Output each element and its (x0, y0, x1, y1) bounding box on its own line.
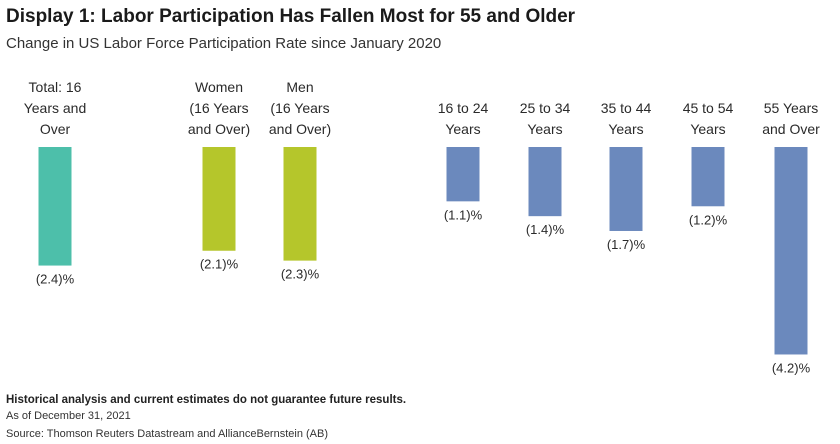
bar-chart: (2.4)% Total: 16 Years and Over (2.1)% Women (… (24, 79, 820, 375)
value-label-2: (2.1)% (200, 257, 239, 272)
category-label-5-line-2: Years (527, 121, 562, 137)
category-label-2-line-1: Women (195, 79, 243, 95)
category-label-4-line-2: Years (445, 121, 480, 137)
chart-subtitle: Change in US Labor Force Participation R… (6, 35, 442, 52)
category-label-6-line-2: Years (608, 121, 643, 137)
bar-8 (774, 147, 808, 355)
disclaimer-text: Historical analysis and current estimate… (6, 394, 407, 406)
category-label-2-line-3: and Over) (188, 121, 250, 137)
value-label-1: (2.4)% (36, 272, 75, 287)
bar-7 (691, 147, 725, 207)
category-label-1-line-2: Years and (24, 100, 87, 116)
category-label-3-line-2: (16 Years (270, 100, 329, 116)
bar-3 (283, 147, 317, 261)
as-of-date: As of December 31, 2021 (6, 410, 131, 422)
source-note: Source: Thomson Reuters Datastream and A… (6, 428, 329, 440)
value-label-8: (4.2)% (772, 360, 811, 375)
category-label-2-line-2: (16 Years (189, 100, 248, 116)
category-label-1-line-3: Over (40, 121, 71, 137)
category-label-8-line-2: and Over (762, 121, 820, 137)
value-label-4: (1.1)% (444, 207, 483, 222)
bar-6 (609, 147, 643, 231)
category-label-7-line-1: 45 to 54 (683, 100, 734, 116)
bar-2 (202, 147, 236, 251)
value-label-6: (1.7)% (607, 237, 646, 252)
category-label-7-line-2: Years (690, 121, 725, 137)
bar-4 (446, 147, 480, 202)
chart-title: Display 1: Labor Participation Has Falle… (6, 6, 576, 27)
category-label-5-line-1: 25 to 34 (520, 100, 571, 116)
bar-5 (528, 147, 562, 217)
value-label-3: (2.3)% (281, 267, 320, 282)
category-label-1-line-1: Total: 16 (29, 79, 82, 95)
category-label-6-line-1: 35 to 44 (601, 100, 652, 116)
category-label-4-line-1: 16 to 24 (438, 100, 489, 116)
category-label-8-line-1: 55 Years (764, 100, 819, 116)
category-label-3-line-1: Men (286, 79, 313, 95)
bar-1 (38, 147, 72, 266)
category-label-3-line-3: and Over) (269, 121, 331, 137)
value-label-5: (1.4)% (526, 222, 565, 237)
value-label-7: (1.2)% (689, 212, 728, 227)
